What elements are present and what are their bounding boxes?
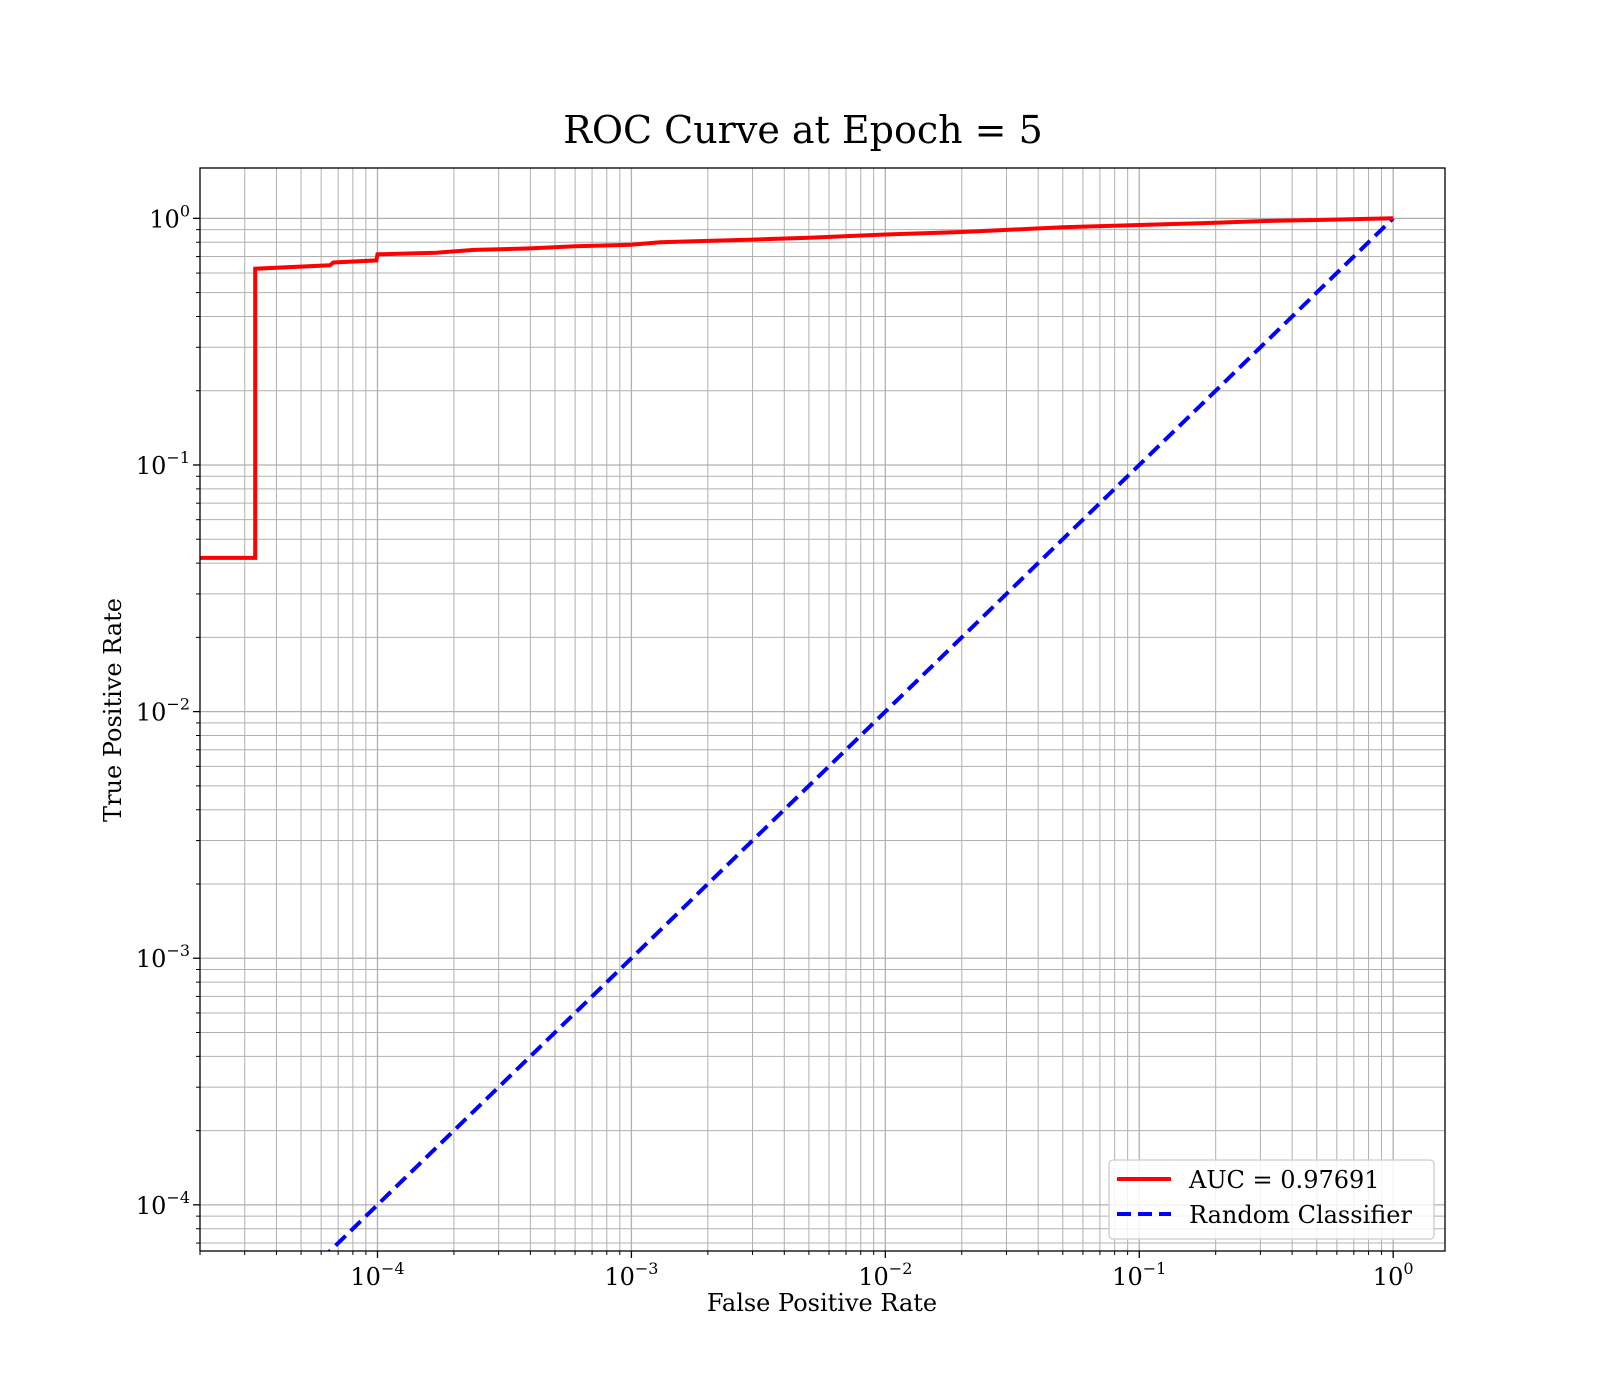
legend: AUC = 0.97691 Random Classifier — [1108, 1159, 1435, 1240]
x-axis-ticks: 10−4 10−3 10−2 10−1 100 — [199, 1251, 1414, 1291]
y-tick-label: 10−1 — [136, 448, 190, 480]
y-tick-label: 10−4 — [136, 1188, 190, 1220]
minor-gridlines — [199, 168, 1445, 1251]
chart-title: ROC Curve at Epoch = 5 — [563, 108, 1043, 152]
x-tick-label: 10−1 — [1112, 1259, 1166, 1291]
y-axis-ticks: 10−4 10−3 10−2 10−1 100 — [136, 201, 200, 1244]
y-axis-label: True Positive Rate — [99, 598, 127, 822]
y-tick-label: 10−2 — [136, 695, 190, 727]
legend-label-roc: AUC = 0.97691 — [1188, 1166, 1380, 1194]
x-tick-label: 10−4 — [350, 1259, 404, 1291]
legend-box — [1108, 1159, 1435, 1240]
x-axis-label: False Positive Rate — [707, 1289, 937, 1317]
y-tick-label: 100 — [149, 201, 190, 233]
x-tick-label: 10−3 — [604, 1259, 658, 1291]
roc-curve-line — [200, 216, 1394, 560]
legend-label-random: Random Classifier — [1189, 1201, 1412, 1229]
y-tick-label: 10−3 — [136, 941, 190, 973]
plot-frame — [199, 167, 1446, 1252]
x-tick-label: 100 — [1373, 1259, 1414, 1291]
x-tick-label: 10−2 — [858, 1259, 912, 1291]
random-classifier-line — [327, 216, 1395, 1251]
major-gridlines — [200, 168, 1445, 1251]
